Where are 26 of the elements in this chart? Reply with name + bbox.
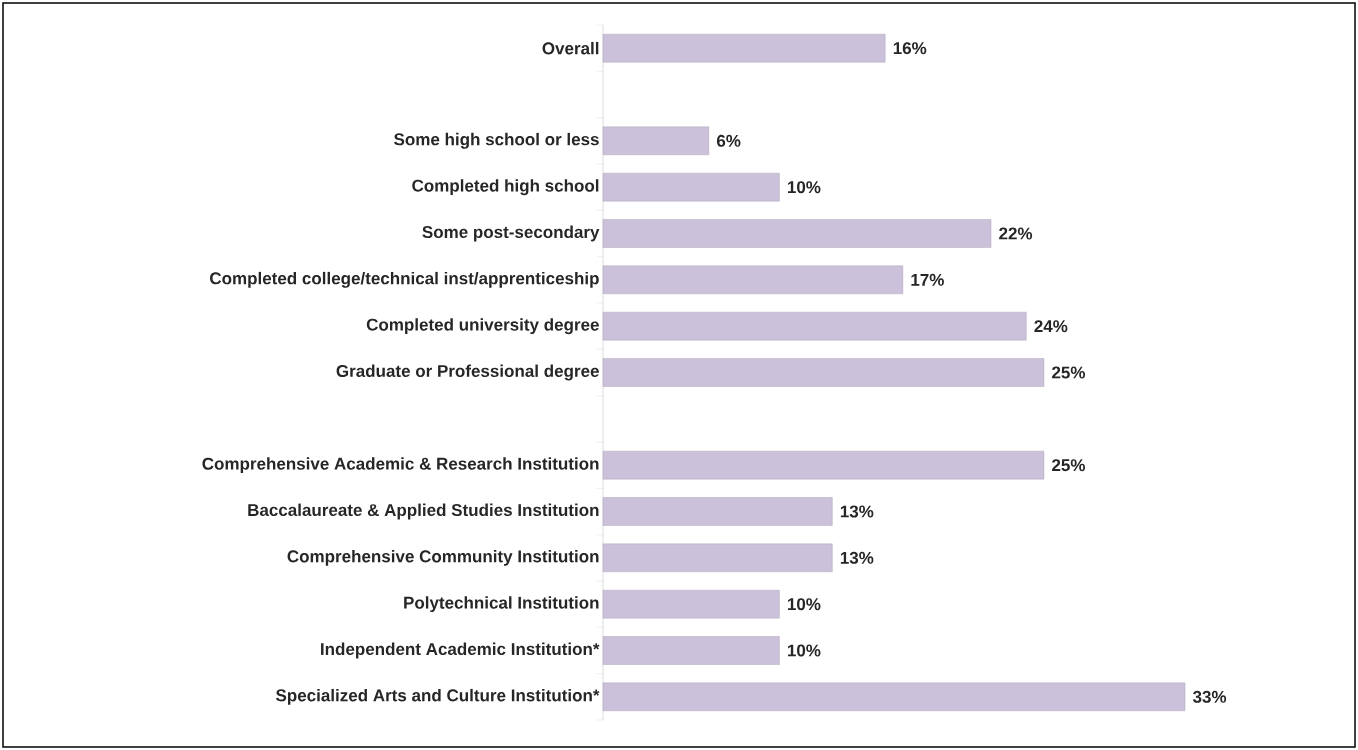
data-label: 6% [716,134,741,147]
data-label: 13% [840,505,874,518]
data-label: 10% [787,598,821,611]
data-label: 10% [787,181,821,194]
y-tick-label: Baccalaureate & Applied Studies Institution [248,503,599,520]
data-label: 10% [787,644,821,657]
data-label: 22% [999,227,1033,240]
data-label: 17% [911,273,944,286]
y-tick-label: Independent Academic Institution* [321,642,600,659]
y-tick-label: Some high school or less [394,132,599,149]
y-tick-label: Some post-secondary [422,225,600,242]
data-label: 16% [893,42,927,55]
y-tick-label: Specialized Arts and Culture Institution* [275,688,600,705]
y-tick-label: Comprehensive Community Institution [287,549,599,566]
y-tick-label: Polytechnical Institution [404,596,599,613]
data-label: 33% [1192,690,1227,703]
y-tick-label: Overall [542,41,599,55]
y-tick-label: Completed high school [412,179,599,196]
y-tick-label: Comprehensive Academic & Research Institution [202,457,599,474]
y-tick-label: Completed college/technical inst/apprenticeship [210,271,599,288]
data-label: 24% [1034,320,1068,333]
data-label: 13% [840,551,874,564]
data-label: 25% [1052,459,1086,472]
data-label: 25% [1052,366,1086,379]
y-tick-label: Graduate or Professional degree [336,364,599,381]
y-tick-label: Completed university degree [366,318,599,335]
